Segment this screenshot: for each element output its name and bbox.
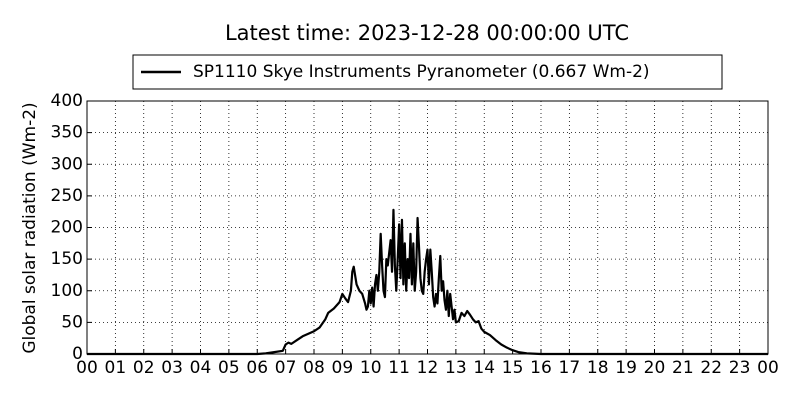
x-tick-label: 03 [161,358,183,378]
chart-title: Latest time: 2023-12-28 00:00:00 UTC [225,21,629,45]
x-tick-label: 12 [417,358,439,378]
x-tick-label: 20 [644,358,666,378]
x-tick-label: 00 [757,358,779,378]
y-tick-label: 0 [72,344,83,364]
x-tick-label: 18 [587,358,609,378]
y-tick-label: 300 [51,154,83,174]
x-tick-label: 06 [246,358,268,378]
x-tick-label: 15 [502,358,524,378]
legend-label: SP1110 Skye Instruments Pyranometer (0.6… [193,62,650,82]
plot-frame [86,100,769,355]
x-tick-label: 19 [615,358,637,378]
x-tick-label: 05 [218,358,240,378]
y-tick-label: 400 [51,91,83,111]
x-tick-label: 17 [559,358,581,378]
x-tick-label: 04 [190,358,212,378]
y-tick-label: 200 [51,218,83,238]
y-tick-label: 250 [51,186,83,206]
y-tick-label: 150 [51,249,83,269]
y-tick-label: 100 [51,281,83,301]
x-tick-label: 16 [530,358,552,378]
data-line [87,208,768,356]
x-tick-label: 08 [303,358,325,378]
x-tick-label: 10 [360,358,382,378]
x-tick-label: 07 [275,358,297,378]
x-tick-label: 22 [700,358,722,378]
x-tick-label: 01 [105,358,127,378]
x-tick-label: 14 [473,358,495,378]
y-axis-label: Global solar radiation (Wm-2) [20,102,40,353]
x-tick-label: 09 [332,358,354,378]
x-tick-label: 11 [388,358,410,378]
x-tick-label: 00 [76,358,98,378]
y-tick-label: 350 [51,123,83,143]
x-tick-label: 23 [729,358,751,378]
x-tick-label: 21 [672,358,694,378]
y-tick-label: 50 [61,312,83,332]
x-tick-label: 13 [445,358,467,378]
x-tick-label: 02 [133,358,155,378]
legend-box [132,54,723,90]
